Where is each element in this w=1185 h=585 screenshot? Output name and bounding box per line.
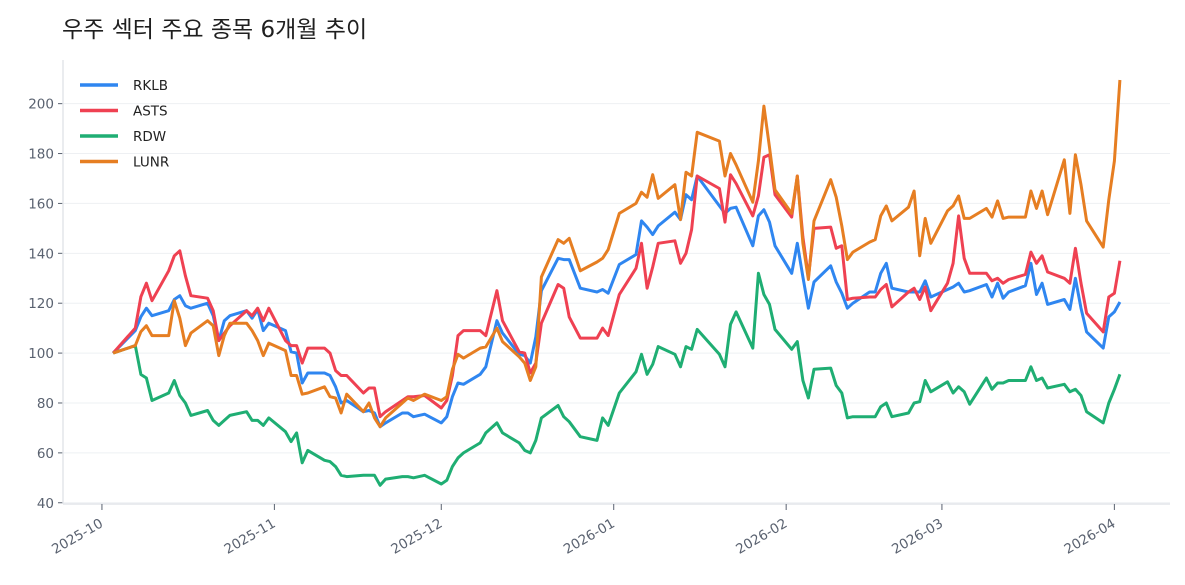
x-tick-label: 2025-10 [49,516,106,558]
legend-label-asts: ASTS [133,104,168,120]
x-tick-label: 2025-11 [222,516,279,558]
series-line-lunr [112,79,1122,429]
legend-label-rklb: RKLB [133,78,168,94]
y-tick-label: 200 [28,97,54,113]
series-lines [111,79,1122,487]
y-tick-label: 180 [28,147,54,163]
series-line-rdw [112,271,1122,487]
y-tick-label: 60 [37,446,54,462]
axes: 40 60 80 100 120 140 160 180 200 2025-10 2025-11 20… [28,60,1170,558]
y-tick-label: 100 [28,346,54,362]
y-tick-label: 120 [28,296,54,312]
legend: RKLB ASTS RDW LUNR [80,78,169,171]
legend-label-lunr: LUNR [133,155,169,171]
y-tick-label: 160 [28,196,54,212]
y-tick-label: 140 [28,246,54,262]
legend-label-rdw: RDW [133,129,166,145]
x-tick-label: 2026-03 [889,516,946,558]
x-tick-label: 2025-12 [388,516,445,558]
x-tick-label: 2026-04 [1062,516,1119,558]
series-line-asts [111,153,1122,419]
x-tick-label: 2026-02 [733,516,790,558]
chart-title: 우주 섹터 주요 종목 6개월 추이 [62,17,368,43]
x-tick-label: 2026-01 [561,516,618,558]
y-tick-label: 40 [37,496,54,512]
y-tick-label: 80 [37,396,54,412]
